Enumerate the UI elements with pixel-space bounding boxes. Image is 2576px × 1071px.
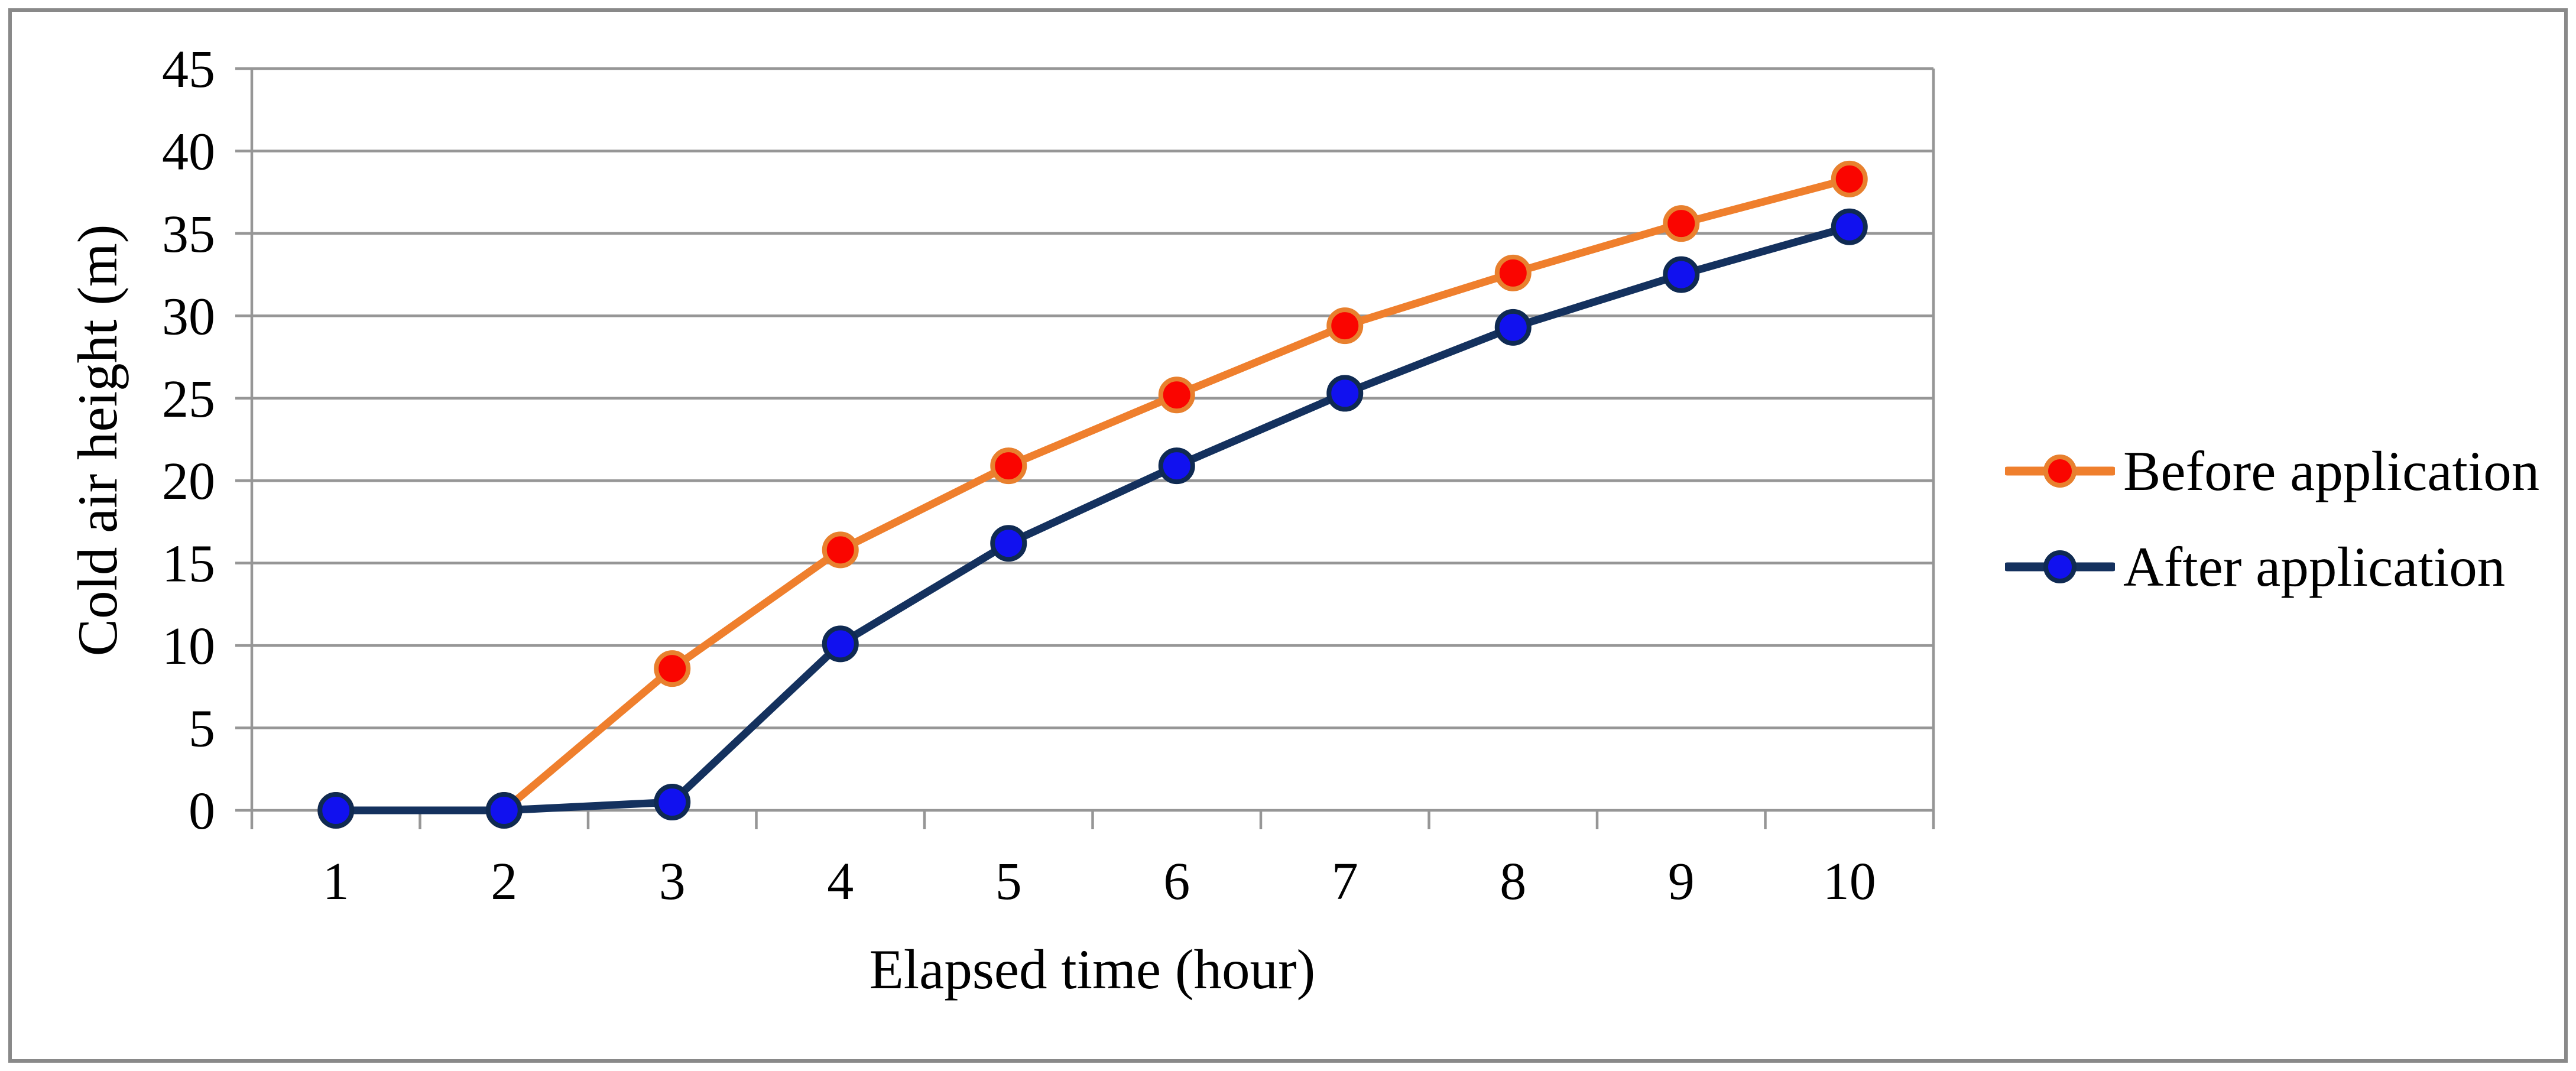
series-line-0 [332, 175, 1854, 814]
data-point-marker [1158, 377, 1195, 414]
x-tick-label: 7 [1332, 852, 1358, 911]
data-point-marker [990, 447, 1027, 485]
data-point-marker [1494, 254, 1532, 291]
x-tick-label: 1 [323, 852, 349, 911]
x-tick-label: 4 [827, 852, 854, 911]
data-point-marker [485, 792, 523, 829]
legend-item-after: After application [2005, 534, 2539, 599]
y-tick-label: 20 [162, 452, 215, 511]
y-tick-label: 0 [189, 782, 215, 840]
data-point-marker [1831, 160, 1868, 197]
y-tick-label: 15 [162, 535, 215, 593]
data-point-marker [822, 531, 859, 569]
data-point-marker [1663, 205, 1700, 242]
data-point-marker [822, 625, 859, 663]
data-point-marker [654, 650, 691, 687]
data-point-marker [317, 792, 355, 829]
data-point-marker [1326, 307, 1364, 345]
y-tick-label: 40 [162, 122, 215, 181]
x-tick-label: 9 [1668, 852, 1695, 911]
data-point-marker [1158, 447, 1195, 485]
y-tick-label: 30 [162, 287, 215, 346]
data-point-marker [990, 525, 1027, 562]
y-tick-label: 25 [162, 370, 215, 429]
x-axis-title: Elapsed time (hour) [869, 938, 1316, 1001]
x-tick-label: 3 [659, 852, 686, 911]
legend-label-before: Before application [2123, 440, 2540, 502]
x-tick-label: 5 [995, 852, 1022, 911]
data-point-marker [1831, 208, 1868, 245]
data-point-marker [1326, 375, 1364, 412]
data-point-marker [654, 784, 691, 821]
y-tick-label: 5 [189, 700, 215, 758]
y-tick-label: 10 [162, 617, 215, 676]
x-tick-label: 10 [1823, 852, 1876, 911]
x-tick-label: 2 [491, 852, 517, 911]
data-point-marker [1494, 309, 1532, 346]
y-tick-label: 45 [162, 40, 215, 99]
legend-item-before: Before application [2005, 439, 2539, 504]
y-tick-label: 35 [162, 205, 215, 264]
series-line-1 [332, 223, 1854, 814]
legend: Before application After application [2005, 439, 2539, 599]
x-tick-label: 8 [1500, 852, 1526, 911]
y-axis-title: Cold air height (m) [66, 224, 129, 657]
data-point-marker [1663, 256, 1700, 293]
before-series-swatch-icon [2005, 455, 2115, 488]
x-tick-label: 6 [1163, 852, 1190, 911]
legend-label-after: After application [2123, 536, 2506, 598]
after-series-swatch-icon [2005, 550, 2115, 583]
